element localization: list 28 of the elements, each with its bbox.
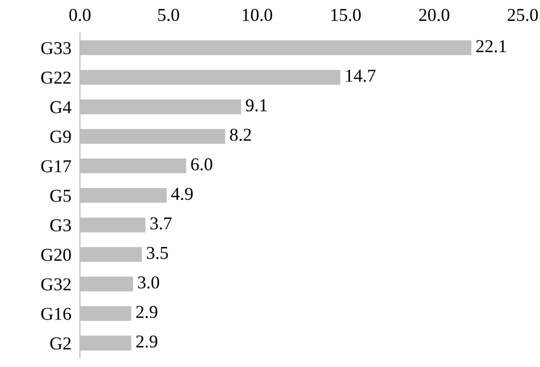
data-label: 3.0 — [138, 276, 160, 289]
y-tick-label: G17 — [41, 160, 72, 172]
x-tick-label: 15.0 — [331, 8, 361, 22]
y-tick-label: G2 — [50, 337, 71, 350]
data-label: 2.9 — [136, 335, 158, 348]
y-tick-label: G33 — [41, 42, 71, 54]
x-tick-label: 10.0 — [242, 8, 272, 22]
data-label: 6.0 — [191, 158, 212, 170]
data-label: 3.7 — [150, 217, 172, 230]
data-label: 4.9 — [171, 188, 193, 200]
data-label: 3.5 — [146, 246, 168, 260]
y-tick-label: G4 — [50, 101, 72, 114]
y-tick-label: G32 — [41, 278, 71, 290]
y-tick-label: G9 — [50, 130, 71, 143]
data-label: 9.1 — [246, 99, 267, 112]
data-label: 2.9 — [136, 306, 158, 318]
x-tick-label: 20.0 — [419, 8, 450, 22]
y-tick-label: G20 — [41, 248, 71, 261]
data-label: 14.7 — [346, 70, 376, 82]
data-label: 22.1 — [476, 40, 506, 52]
x-tick-label: 5.0 — [158, 8, 180, 22]
x-tick-label: 25.0 — [508, 8, 538, 22]
y-tick-label: G3 — [50, 219, 71, 232]
y-tick-label: G16 — [41, 308, 72, 320]
y-tick-label: G22 — [41, 72, 71, 84]
data-label: 8.2 — [230, 128, 251, 141]
x-tick-label: 0.0 — [69, 8, 91, 22]
y-tick-label: G5 — [50, 190, 71, 202]
